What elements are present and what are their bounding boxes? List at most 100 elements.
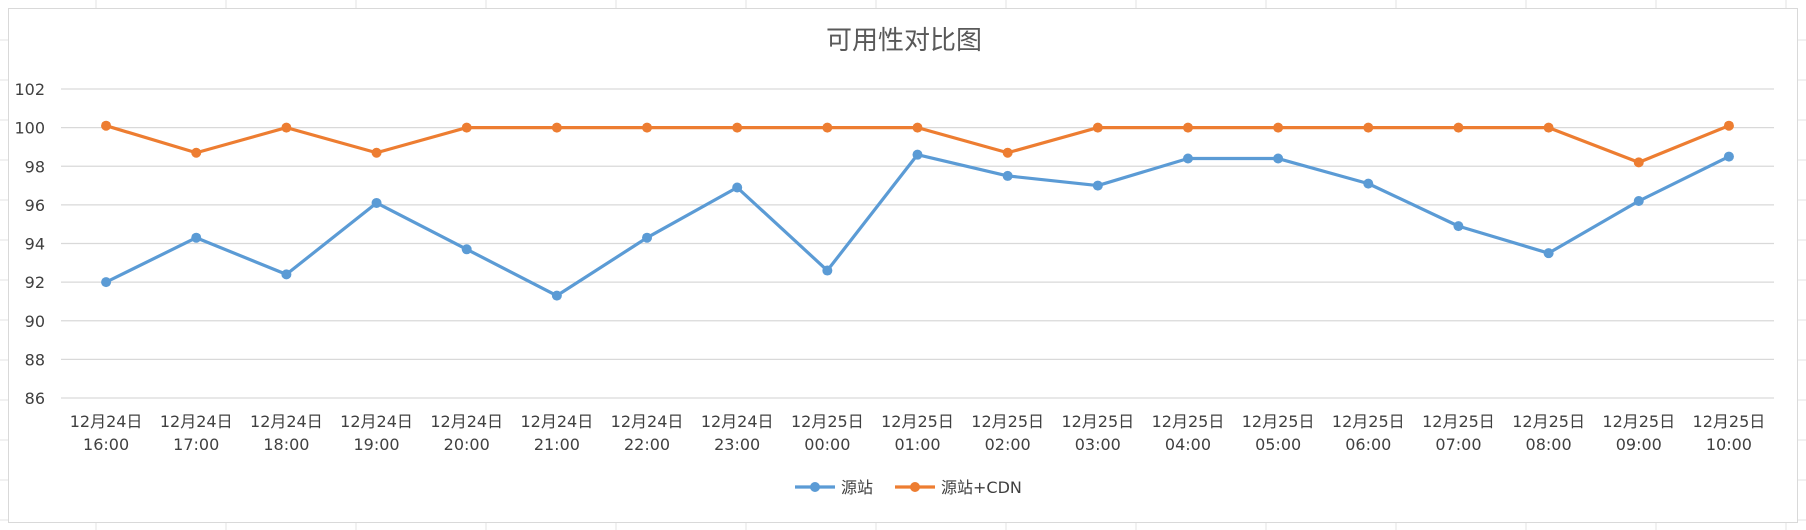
data-point[interactable] [1363,122,1374,133]
x-tick-label-time: 08:00 [1526,435,1572,454]
legend-label: 源站+CDN [941,478,1022,497]
data-point[interactable] [1453,122,1464,133]
x-tick-label-date: 12月25日 [1422,412,1495,431]
data-point[interactable] [1543,248,1554,259]
data-point[interactable] [1453,221,1464,232]
x-tick-label-time: 16:00 [83,435,129,454]
data-point[interactable] [1633,157,1644,168]
data-point[interactable] [371,147,382,158]
x-tick-label-date: 12月25日 [1693,412,1766,431]
data-point[interactable] [1182,122,1193,133]
y-tick-label: 90 [25,312,45,331]
y-tick-label: 98 [25,157,45,176]
y-tick-label: 92 [25,273,45,292]
data-point[interactable] [461,244,472,255]
x-tick-label-time: 01:00 [894,435,940,454]
x-tick-label-date: 12月24日 [70,412,143,431]
x-tick-label-date: 12月24日 [521,412,594,431]
y-tick-label: 86 [25,389,45,408]
data-point[interactable] [551,122,562,133]
x-tick-label-date: 12月25日 [971,412,1044,431]
series-origin [101,149,1734,301]
x-tick-label-time: 09:00 [1616,435,1662,454]
x-tick-label-time: 00:00 [804,435,850,454]
chart-title: 可用性对比图 [826,26,982,56]
x-tick-label-time: 19:00 [353,435,399,454]
data-point[interactable] [551,290,562,301]
legend-item[interactable]: 源站+CDN [895,478,1022,497]
data-point[interactable] [191,147,202,158]
y-tick-label: 96 [25,196,45,215]
x-tick-label-time: 22:00 [624,435,670,454]
y-axis: 86 88 90 92 94 96 98 100 102 [14,80,45,408]
data-point[interactable] [461,122,472,133]
data-point[interactable] [1273,122,1284,133]
data-point[interactable] [822,122,833,133]
x-tick-label-date: 12月25日 [1332,412,1405,431]
data-point[interactable] [1002,170,1013,181]
data-point[interactable] [1543,122,1554,133]
x-tick-label-time: 03:00 [1075,435,1121,454]
y-tick-label: 100 [14,119,45,138]
data-point[interactable] [191,232,202,243]
data-point[interactable] [281,122,292,133]
data-point[interactable] [912,149,923,160]
x-tick-label-time: 02:00 [985,435,1031,454]
x-tick-label-time: 07:00 [1435,435,1481,454]
x-tick-label-time: 17:00 [173,435,219,454]
data-point[interactable] [1092,122,1103,133]
data-point[interactable] [1273,153,1284,164]
x-tick-label-date: 12月24日 [160,412,233,431]
y-tick-label: 102 [14,80,45,99]
data-point[interactable] [732,182,743,193]
x-tick-label-time: 06:00 [1345,435,1391,454]
x-tick-label-date: 12月25日 [1242,412,1315,431]
x-tick-label-date: 12月25日 [881,412,954,431]
x-tick-label-date: 12月24日 [340,412,413,431]
x-tick-label-date: 12月24日 [701,412,774,431]
series-layer [101,120,1734,301]
legend: 源站 源站+CDN [795,478,1022,497]
legend-point-marker [910,482,920,492]
data-point[interactable] [1002,147,1013,158]
x-tick-label-time: 21:00 [534,435,580,454]
x-tick-label-date: 12月25日 [1602,412,1675,431]
data-point[interactable] [822,265,833,276]
x-tick-label-date: 12月25日 [1061,412,1134,431]
y-tick-label: 94 [25,235,45,254]
x-tick-label-time: 23:00 [714,435,760,454]
x-tick-label-time: 10:00 [1706,435,1752,454]
data-point[interactable] [1633,196,1644,207]
x-tick-label-date: 12月25日 [1152,412,1225,431]
data-point[interactable] [1723,151,1734,162]
data-point[interactable] [1182,153,1193,164]
legend-point-marker [810,482,820,492]
data-point[interactable] [912,122,923,133]
legend-item[interactable]: 源站 [795,478,873,497]
data-point[interactable] [1363,178,1374,189]
data-point[interactable] [371,197,382,208]
data-point[interactable] [101,277,112,288]
x-tick-label-time: 18:00 [263,435,309,454]
data-point[interactable] [642,122,653,133]
x-axis: 12月24日 16:00 12月24日 17:00 12月24日 18:00 12月24日 1… [70,412,1766,454]
x-tick-label-time: 04:00 [1165,435,1211,454]
series-origin-cdn [101,120,1734,168]
data-point[interactable] [281,269,292,280]
x-tick-label-date: 12月25日 [791,412,864,431]
x-tick-label-date: 12月24日 [250,412,323,431]
data-point[interactable] [1723,120,1734,131]
x-tick-label-date: 12月25日 [1512,412,1585,431]
data-point[interactable] [101,120,112,131]
legend-label: 源站 [841,478,873,497]
chart-area[interactable]: 可用性对比图 86 88 90 92 94 96 98 100 102 12月24日 16:00 1… [8,8,1798,523]
series-line [104,153,1731,298]
y-tick-label: 88 [25,350,45,369]
data-point[interactable] [1092,180,1103,191]
data-point[interactable] [732,122,743,133]
x-tick-label-date: 12月24日 [611,412,684,431]
data-point[interactable] [642,232,653,243]
x-tick-label-date: 12月24日 [430,412,503,431]
x-tick-label-time: 20:00 [444,435,490,454]
